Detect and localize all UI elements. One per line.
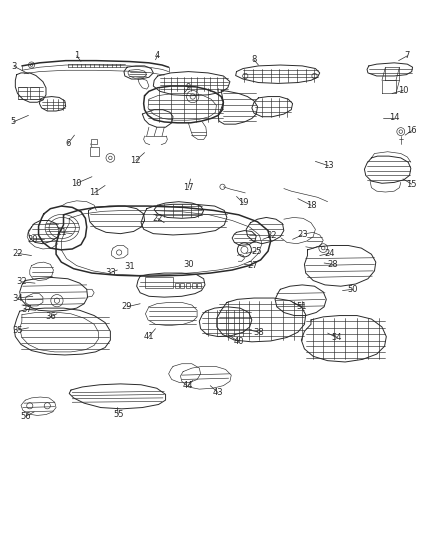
Text: 4: 4	[155, 51, 160, 60]
Text: 51: 51	[296, 302, 307, 311]
Text: 1: 1	[74, 51, 79, 60]
Text: 8: 8	[251, 55, 257, 64]
Text: 10: 10	[71, 179, 82, 188]
Text: 33: 33	[105, 268, 116, 277]
Text: 22: 22	[12, 249, 23, 258]
Text: 14: 14	[389, 113, 399, 122]
Bar	[90, 147, 99, 156]
Text: 38: 38	[253, 328, 264, 337]
Text: 6: 6	[65, 139, 71, 148]
Text: 44: 44	[183, 381, 194, 390]
Text: 20: 20	[28, 235, 38, 244]
Text: 16: 16	[406, 126, 417, 135]
Text: 22: 22	[266, 231, 277, 240]
Text: 24: 24	[324, 249, 335, 258]
Text: 40: 40	[233, 337, 244, 346]
Bar	[18, 87, 27, 99]
Text: 18: 18	[306, 201, 316, 209]
Text: 56: 56	[20, 412, 31, 421]
Text: 15: 15	[406, 180, 417, 189]
Text: 10: 10	[398, 86, 408, 95]
Text: 32: 32	[17, 277, 27, 286]
Text: 7: 7	[405, 51, 410, 60]
Text: 54: 54	[331, 333, 342, 342]
Text: 19: 19	[238, 198, 248, 207]
Text: 5: 5	[11, 117, 16, 126]
Text: 17: 17	[183, 183, 194, 192]
Text: 3: 3	[11, 62, 17, 71]
Text: 13: 13	[323, 161, 334, 170]
Text: 43: 43	[213, 388, 223, 397]
Text: 9: 9	[186, 83, 191, 92]
Text: 28: 28	[328, 260, 338, 269]
Text: 11: 11	[89, 189, 99, 197]
Bar	[186, 283, 190, 288]
Text: 23: 23	[297, 230, 307, 239]
Bar	[145, 278, 173, 288]
Text: 41: 41	[144, 332, 154, 341]
Text: 37: 37	[21, 305, 32, 314]
Bar	[192, 283, 196, 288]
Bar	[91, 139, 97, 144]
Text: 27: 27	[248, 261, 258, 270]
Text: 35: 35	[12, 326, 23, 335]
Text: 34: 34	[12, 294, 23, 303]
Bar	[30, 87, 39, 99]
Text: 22: 22	[152, 214, 163, 223]
Text: 50: 50	[347, 285, 358, 294]
Text: 21: 21	[56, 228, 67, 237]
Bar	[175, 283, 179, 288]
Text: 36: 36	[45, 312, 56, 321]
Text: 30: 30	[183, 260, 194, 269]
Text: 25: 25	[251, 247, 261, 256]
Text: 55: 55	[113, 410, 124, 419]
Bar	[180, 283, 184, 288]
Text: 12: 12	[131, 156, 141, 165]
Bar	[197, 283, 201, 288]
Text: 31: 31	[124, 262, 134, 271]
Text: 29: 29	[122, 302, 132, 311]
